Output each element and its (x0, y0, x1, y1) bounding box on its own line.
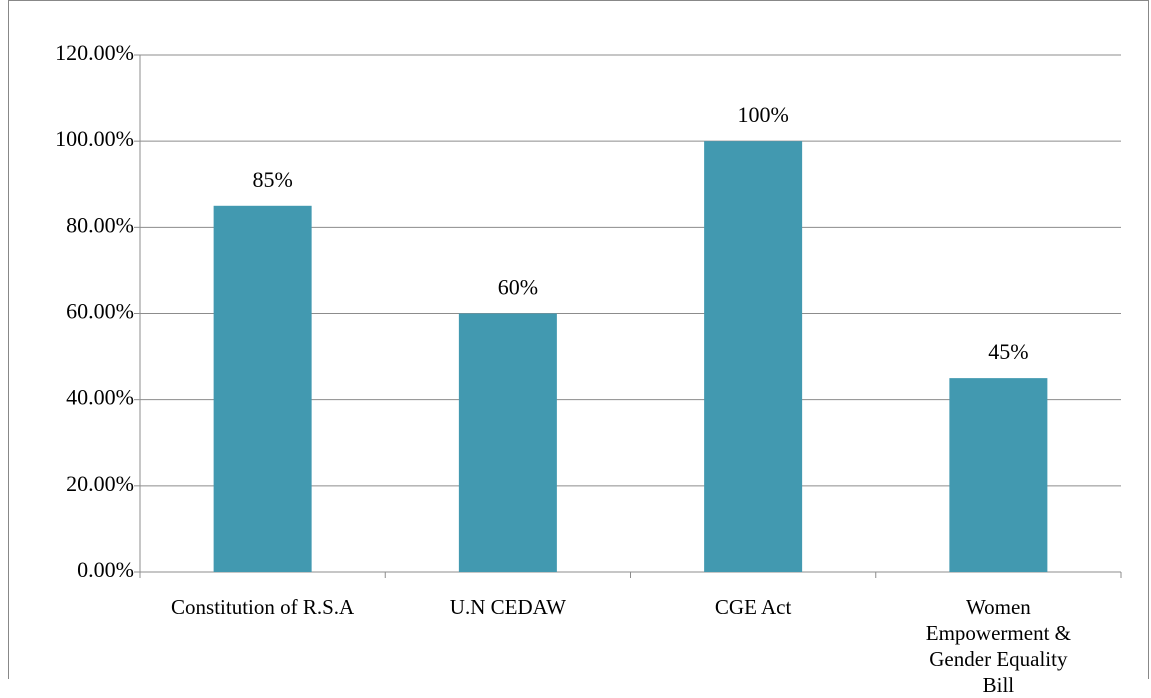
y-tick-label: 40.00% (66, 385, 134, 410)
bar (458, 313, 557, 572)
y-tick-label: 120.00% (55, 40, 134, 65)
page: {"chart_data": {"type": "bar", "categori… (8, 0, 1149, 697)
y-tick-label: 20.00% (66, 471, 134, 496)
bar (704, 141, 803, 572)
data-label: 85% (252, 167, 292, 192)
y-tick-label: 60.00% (66, 299, 134, 324)
x-tick-label: Constitution of R.S.A (171, 595, 355, 619)
data-label: 100% (737, 102, 788, 127)
chart-frame (8, 0, 1149, 679)
bar (213, 205, 312, 572)
chart: 0.00% 20.00% 40.00% 60.00% 80.00% 100.00% 120.… (8, 0, 1149, 679)
y-tick-label: 0.00% (77, 557, 134, 582)
x-tick-label: CGE Act (714, 595, 792, 619)
bar (949, 378, 1048, 572)
x-tick-label: U.N CEDAW (449, 595, 566, 619)
y-tick-label: 80.00% (66, 212, 134, 237)
x-tick-label: Women Empowerment & Gender Equality Bill (925, 595, 1071, 697)
y-tick-label: 100.00% (55, 126, 134, 151)
data-label: 45% (988, 339, 1028, 364)
data-label: 60% (498, 275, 538, 300)
